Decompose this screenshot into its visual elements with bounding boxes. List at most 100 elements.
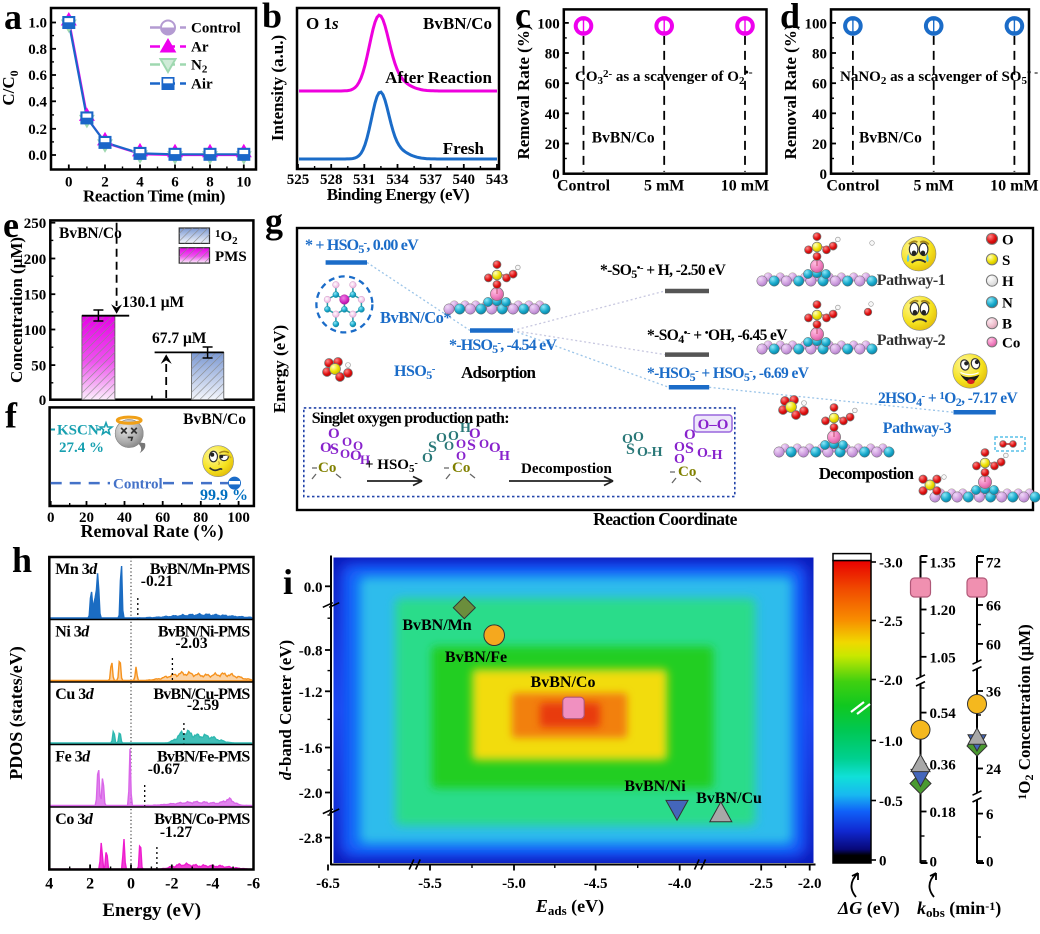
svg-text:-H: -H bbox=[647, 445, 663, 460]
svg-text:2: 2 bbox=[86, 876, 94, 893]
svg-text:O: O bbox=[637, 445, 648, 460]
svg-text:Air: Air bbox=[191, 77, 213, 93]
svg-text:0: 0 bbox=[820, 167, 828, 183]
svg-text:0: 0 bbox=[986, 855, 994, 871]
svg-text:O: O bbox=[469, 426, 481, 442]
svg-text:Energy (eV): Energy (eV) bbox=[270, 325, 289, 413]
svg-text:O: O bbox=[674, 440, 685, 455]
svg-text:Co: Co bbox=[678, 464, 696, 480]
svg-text:b: b bbox=[262, 0, 282, 36]
svg-text:67.7 μM: 67.7 μM bbox=[152, 330, 207, 347]
svg-text:50: 50 bbox=[31, 359, 46, 375]
svg-text:O: O bbox=[320, 440, 332, 456]
svg-text:Mn 3d: Mn 3d bbox=[55, 561, 98, 578]
svg-text:BvBN/Cu-PMS: BvBN/Cu-PMS bbox=[153, 686, 250, 703]
svg-text:S: S bbox=[467, 437, 476, 454]
svg-text:2HSO4- + 1O2, -7.17 eV: 2HSO4- + 1O2, -7.17 eV bbox=[878, 390, 1019, 409]
svg-text:O: O bbox=[479, 436, 489, 451]
svg-text:1.05: 1.05 bbox=[930, 650, 956, 666]
svg-text:BvBN/Co: BvBN/Co bbox=[531, 674, 596, 691]
svg-text:-5.5: -5.5 bbox=[418, 876, 442, 892]
svg-text:O: O bbox=[622, 432, 633, 447]
svg-text:ΔG (eV): ΔG (eV) bbox=[837, 898, 900, 919]
svg-text:Energy (eV): Energy (eV) bbox=[102, 900, 201, 921]
svg-text:60: 60 bbox=[986, 637, 1001, 653]
svg-text:0: 0 bbox=[39, 393, 47, 409]
svg-text:100: 100 bbox=[537, 16, 560, 32]
svg-text:-1.0: -1.0 bbox=[879, 734, 903, 750]
svg-text:531: 531 bbox=[353, 172, 376, 188]
svg-text:-2.0: -2.0 bbox=[299, 786, 323, 802]
svg-text:Reaction Time (min): Reaction Time (min) bbox=[83, 187, 225, 206]
svg-text:1.0: 1.0 bbox=[28, 16, 47, 32]
svg-text:Control: Control bbox=[826, 178, 880, 195]
svg-text:0: 0 bbox=[552, 167, 560, 183]
svg-text:PMS: PMS bbox=[215, 249, 247, 265]
svg-text:5 mM: 5 mM bbox=[644, 178, 684, 195]
svg-text:Intensity (a.u.): Intensity (a.u.) bbox=[268, 35, 287, 141]
svg-text:99.9 %: 99.9 % bbox=[200, 487, 248, 504]
svg-text:1O2 Concentration (μM): 1O2 Concentration (μM) bbox=[1015, 624, 1036, 800]
svg-text:H: H bbox=[360, 452, 370, 467]
svg-text:i: i bbox=[283, 562, 293, 602]
svg-text:-6.5: -6.5 bbox=[316, 876, 340, 892]
svg-text:1.20: 1.20 bbox=[930, 603, 956, 619]
svg-text:Control: Control bbox=[557, 178, 611, 195]
svg-text:0: 0 bbox=[127, 876, 135, 893]
svg-text:Cu 3d: Cu 3d bbox=[55, 686, 94, 703]
svg-text:-0.67: -0.67 bbox=[148, 761, 181, 778]
svg-text:BvBN/Co*: BvBN/Co* bbox=[380, 308, 451, 327]
svg-text:BvBN/Fe-PMS: BvBN/Fe-PMS bbox=[157, 749, 250, 766]
svg-text:O: O bbox=[340, 446, 350, 461]
svg-text:0: 0 bbox=[930, 855, 938, 871]
svg-text:H: H bbox=[499, 449, 510, 464]
svg-text:S: S bbox=[626, 441, 635, 458]
svg-text:HSO5-: HSO5- bbox=[394, 363, 436, 382]
svg-text:528: 528 bbox=[320, 172, 343, 188]
svg-text:Co: Co bbox=[318, 460, 336, 476]
svg-text:BvBN/Co: BvBN/Co bbox=[592, 130, 655, 147]
svg-text:36: 36 bbox=[986, 685, 1002, 701]
svg-text:N: N bbox=[1002, 296, 1013, 312]
svg-text:Removal Rate (%): Removal Rate (%) bbox=[514, 24, 533, 159]
svg-text:40: 40 bbox=[117, 510, 132, 526]
svg-text:40: 40 bbox=[812, 107, 827, 123]
svg-text:Pathway-2: Pathway-2 bbox=[877, 332, 946, 349]
svg-text:O: O bbox=[697, 446, 708, 461]
svg-text:72: 72 bbox=[986, 556, 1001, 572]
svg-text:200: 200 bbox=[24, 252, 47, 268]
svg-text:0.18: 0.18 bbox=[930, 805, 956, 821]
svg-text:20: 20 bbox=[545, 137, 560, 153]
svg-text:24: 24 bbox=[986, 762, 1002, 778]
svg-text:BvBN/Co: BvBN/Co bbox=[59, 225, 122, 242]
svg-text:Singlet oxygen production path: Singlet oxygen production path: bbox=[312, 410, 509, 427]
svg-text:O: O bbox=[444, 438, 454, 453]
svg-text:h: h bbox=[12, 540, 32, 580]
svg-text:Ni 3d: Ni 3d bbox=[55, 624, 90, 641]
svg-text:Reaction Coordinate: Reaction Coordinate bbox=[593, 509, 737, 529]
svg-text:Decompostion: Decompostion bbox=[521, 461, 612, 477]
svg-text:g: g bbox=[265, 201, 283, 241]
svg-text:100: 100 bbox=[227, 510, 250, 526]
svg-text:BvBN/Ni-PMS: BvBN/Ni-PMS bbox=[158, 624, 251, 641]
svg-text:BvBN/Co: BvBN/Co bbox=[423, 14, 492, 33]
svg-text:0: 0 bbox=[879, 854, 887, 870]
svg-text:-2.8: -2.8 bbox=[299, 831, 323, 847]
svg-text:*-HSO5- + HSO5-, -6.69 eV: *-HSO5- + HSO5-, -6.69 eV bbox=[647, 365, 810, 384]
svg-text:H: H bbox=[460, 421, 471, 436]
svg-text:20: 20 bbox=[79, 510, 94, 526]
svg-text:O: O bbox=[448, 429, 459, 444]
svg-text:O: O bbox=[684, 427, 696, 443]
svg-text:O 1s: O 1s bbox=[306, 14, 339, 33]
svg-text:c: c bbox=[515, 0, 531, 35]
svg-text:80: 80 bbox=[545, 47, 560, 63]
svg-text:f: f bbox=[5, 396, 18, 436]
svg-text:Control: Control bbox=[191, 21, 241, 37]
svg-text:10 mM: 10 mM bbox=[721, 178, 769, 195]
svg-text:0.6: 0.6 bbox=[28, 68, 47, 84]
svg-text:S: S bbox=[1002, 253, 1010, 269]
svg-text:534: 534 bbox=[386, 172, 409, 188]
svg-text:B: B bbox=[1002, 317, 1012, 333]
svg-text:BvBN/Mn: BvBN/Mn bbox=[402, 617, 471, 634]
svg-text:d: d bbox=[780, 0, 800, 36]
